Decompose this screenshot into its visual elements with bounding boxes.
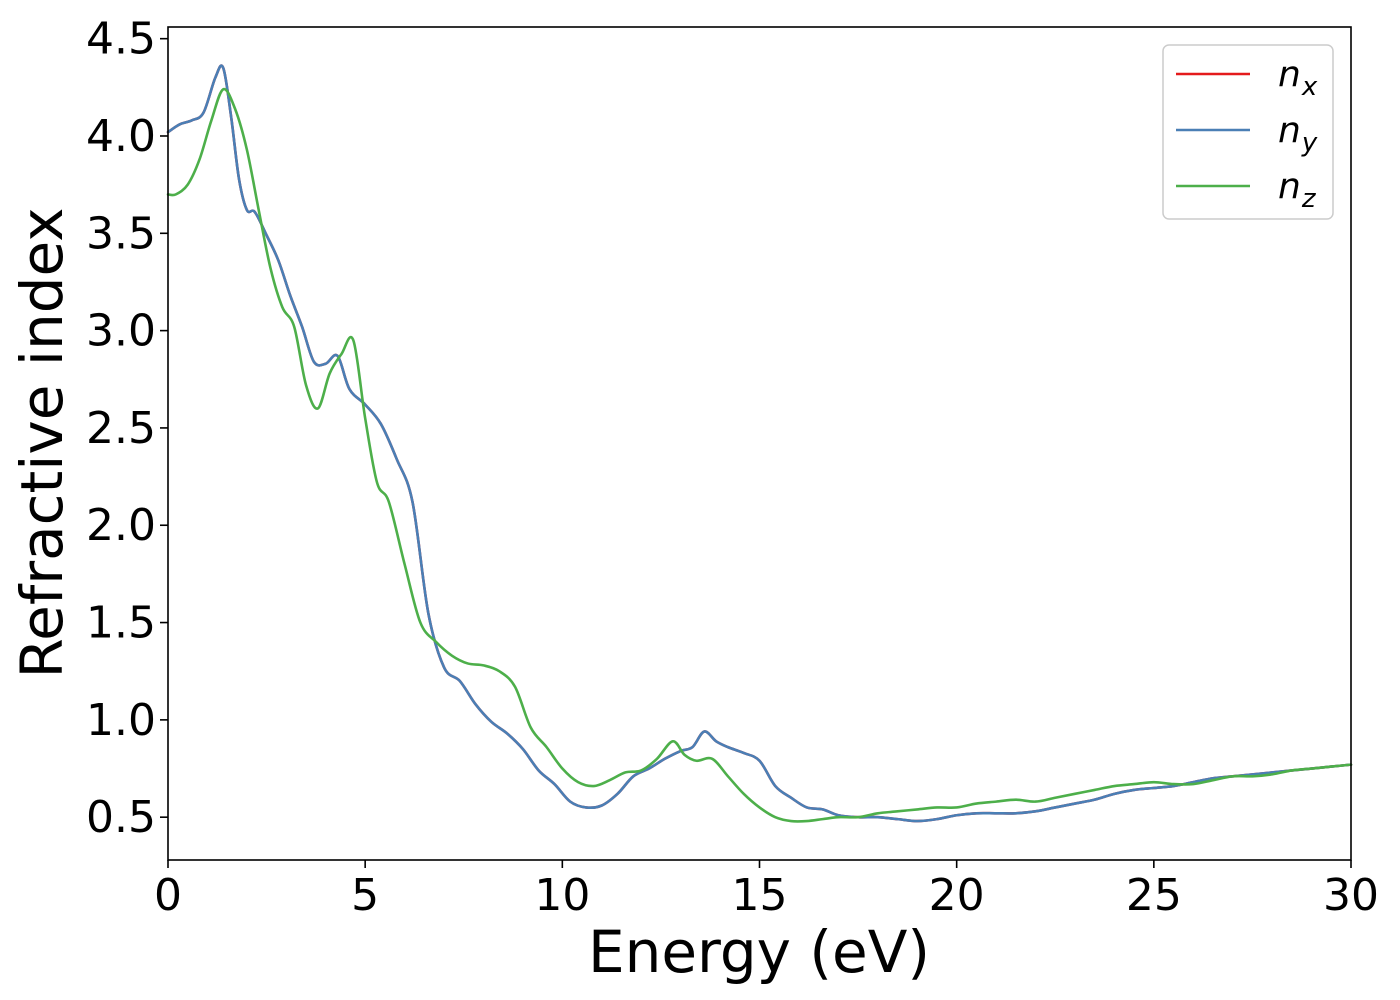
y-tick-label: 3.0 bbox=[86, 306, 156, 357]
legend: nx ny nz bbox=[1162, 44, 1334, 220]
legend-label-n-z: nz bbox=[1278, 166, 1317, 214]
y-tick-label: 2.0 bbox=[86, 500, 156, 551]
series-layer bbox=[166, 64, 1353, 823]
y-tick-label: 2.5 bbox=[86, 403, 156, 454]
y-tick-label: 4.0 bbox=[86, 111, 156, 162]
legend-label-n-x: nx bbox=[1278, 54, 1318, 102]
x-tick-label: 25 bbox=[1126, 870, 1182, 921]
y-axis: 0.5 1.0 1.5 2.0 2.5 3.0 3.5 4.0 4.5 bbox=[86, 14, 168, 843]
y-tick-label: 3.5 bbox=[86, 208, 156, 259]
y-tick-label: 1.5 bbox=[86, 598, 156, 649]
y-tick-label: 1.0 bbox=[86, 695, 156, 746]
x-tick-label: 15 bbox=[732, 870, 788, 921]
y-tick-label: 0.5 bbox=[86, 792, 156, 843]
plot-background bbox=[168, 27, 1351, 860]
x-tick-label: 0 bbox=[154, 870, 182, 921]
x-tick-label: 5 bbox=[351, 870, 379, 921]
y-axis-title: Refractive index bbox=[8, 207, 76, 678]
legend-frame bbox=[1162, 44, 1334, 220]
legend-label-n-y: ny bbox=[1278, 110, 1318, 158]
series-line-n-y bbox=[166, 64, 1353, 823]
series-line-n-z bbox=[166, 87, 1353, 823]
x-tick-label: 20 bbox=[929, 870, 985, 921]
y-tick-label: 4.5 bbox=[86, 14, 156, 65]
x-axis: 0 5 10 15 20 25 30 bbox=[154, 860, 1379, 921]
x-axis-title: Energy (eV) bbox=[588, 918, 930, 986]
x-tick-label: 10 bbox=[534, 870, 590, 921]
x-tick-label: 30 bbox=[1323, 870, 1379, 921]
